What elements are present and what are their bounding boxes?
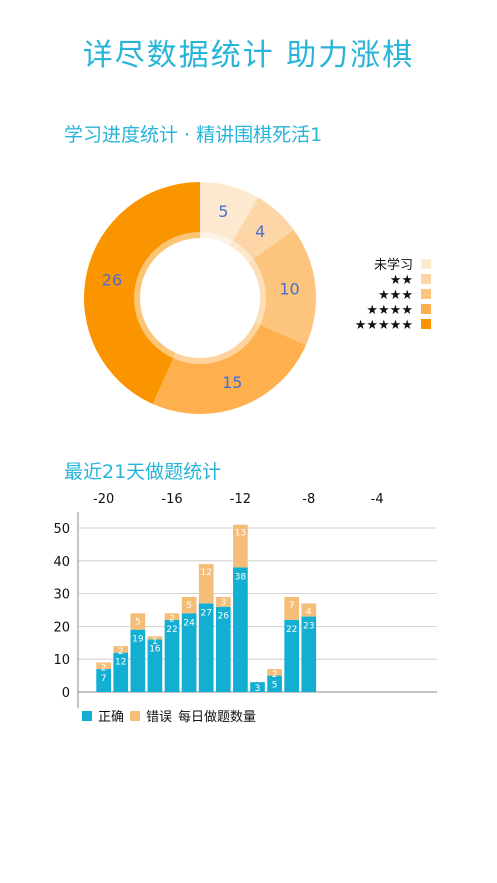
y-tick-label: 50 [53,522,70,537]
bar-error-day-8 [301,603,317,617]
legend-swatch-error [130,711,140,721]
bar-error-label-day-14: 12 [200,568,211,578]
donut-legend-label-4: ★★★★ [366,303,413,318]
bar-error-label-day-12: 13 [235,529,246,539]
bar-correct-day-13 [215,606,231,692]
bar-error-label-day-16: 2 [169,614,175,624]
y-tick-label: 0 [62,686,70,701]
bar-correct-label-day-9: 22 [286,625,297,635]
y-tick-label: 40 [53,555,70,570]
bar-correct-day-14 [198,603,214,692]
bar-correct-label-day-18: 19 [132,635,144,645]
bar-error-day-9 [284,596,300,620]
bar-error-day-12 [233,524,248,568]
bar-correct-day-17 [147,639,163,692]
donut-slice-4 [152,322,306,414]
x-tick-label: -12 [230,492,251,507]
donut-value-label-3: 10 [279,280,299,299]
bar-error-day-17 [147,636,163,640]
donut-chart-title: 学习进度统计 · 精讲围棋死活1 [64,124,323,146]
bar-correct-label-day-12: 38 [235,572,247,582]
bar-error-label-day-13: 3 [220,598,226,608]
bar-correct-day-12 [233,567,248,692]
donut-slice-3 [248,229,316,346]
bar-correct-day-8 [301,616,317,692]
donut-slice-2 [230,197,294,263]
bar-error-day-16 [164,613,180,620]
y-tick-label: 20 [53,620,70,635]
bar-error-day-13 [215,596,231,607]
donut-hole [144,242,256,354]
donut-value-label-4: 15 [222,373,242,392]
bar-correct-day-19 [113,652,129,692]
donut-slice-1 [200,181,258,247]
donut-value-label-5: 26 [102,270,122,289]
bar-error-day-19 [113,646,129,653]
donut-legend-label-1: 未学习 [374,257,413,273]
bar-correct-label-day-10: 5 [272,681,278,691]
bar-correct-label-day-20: 7 [101,674,107,684]
x-tick-label: -20 [93,492,114,507]
x-tick-label: -4 [371,492,384,507]
bar-correct-label-day-8: 23 [303,622,314,632]
bar-correct-day-20 [96,669,111,692]
bar-correct-label-day-17: 16 [149,645,161,655]
bar-error-label-day-8: 4 [306,607,312,617]
bar-error-label-day-9: 7 [289,601,295,611]
bar-error-day-14 [198,564,214,604]
bar-error-day-15 [181,596,197,614]
donut-legend-label-3: ★★★ [378,288,413,303]
bar-correct-day-16 [164,619,180,692]
bar-error-day-18 [130,613,146,630]
bar-error-day-20 [96,662,111,670]
bar-correct-day-9 [284,619,300,692]
x-tick-label: -16 [161,492,182,507]
bar-correct-label-day-13: 26 [218,612,230,622]
bar-error-label-day-10: 2 [272,670,278,680]
donut-legend-swatch-4 [421,304,431,314]
bar-error-label-day-17: 1 [152,637,158,647]
y-tick-label: 30 [53,588,70,603]
donut-slice-5 [83,182,200,404]
bar-error-label-day-18: 5 [135,617,141,627]
donut-value-label-2: 4 [255,222,265,241]
legend-swatch-correct [82,711,92,721]
bar-correct-label-day-11: 3 [255,684,261,694]
bar-correct-label-day-15: 24 [183,618,195,628]
donut-legend-swatch-2 [421,274,431,284]
legend-label-correct: 正确 [98,710,124,725]
bar-correct-day-18 [130,629,146,692]
legend-label-daily-total: 每日做题数量 [178,709,256,725]
bar-error-label-day-15: 5 [186,601,192,611]
bar-error-day-10 [267,669,282,676]
bar-chart-title: 最近21天做题统计 [64,461,222,483]
donut-value-label-1: 5 [218,202,228,221]
bar-correct-day-10 [267,675,282,692]
bar-correct-label-day-16: 22 [166,625,177,635]
bar-correct-label-day-14: 27 [200,608,211,618]
bar-correct-label-day-19: 12 [115,658,126,668]
donut-legend-swatch-3 [421,289,431,299]
donut-legend-swatch-1 [421,259,431,269]
bar-correct-day-15 [181,613,197,692]
x-tick-label: -8 [302,492,315,507]
legend-label-error: 错误 [146,710,172,725]
bar-correct-day-11 [250,682,265,692]
donut-legend-label-5: ★★★★★ [355,318,413,333]
bar-error-label-day-19: 2 [118,647,124,657]
donut-inner-ring [134,232,266,364]
headline: 详尽数据统计 助力涨棋 [82,38,415,73]
donut-legend-swatch-5 [421,319,431,329]
donut-legend-label-2: ★★ [390,273,413,288]
y-tick-label: 10 [53,653,70,668]
bar-error-label-day-20: 2 [101,663,107,673]
